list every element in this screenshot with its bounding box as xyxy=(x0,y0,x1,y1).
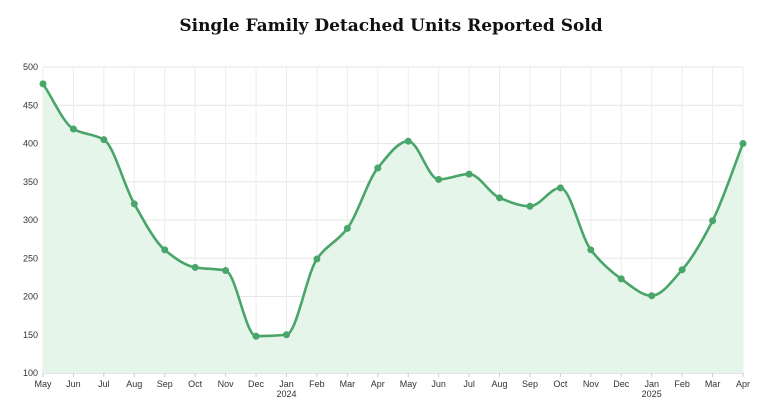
x-tick-label: Apr xyxy=(736,379,750,389)
data-point xyxy=(252,332,260,340)
data-point xyxy=(465,170,473,178)
data-point xyxy=(556,184,564,192)
data-point xyxy=(374,164,382,172)
y-tick-label: 150 xyxy=(23,330,38,340)
x-tick-label: May xyxy=(34,379,52,389)
data-point xyxy=(191,263,199,271)
y-tick-label: 100 xyxy=(23,368,38,378)
y-tick-label: 450 xyxy=(23,100,38,110)
x-tick-label: Jun xyxy=(66,379,81,389)
x-tick-label: Aug xyxy=(492,379,508,389)
data-point xyxy=(282,331,290,339)
data-point xyxy=(587,246,595,254)
x-tick-label: Feb xyxy=(674,379,690,389)
y-tick-label: 250 xyxy=(23,253,38,263)
data-point xyxy=(343,224,351,232)
x-tick-label: Apr xyxy=(371,379,385,389)
data-point xyxy=(526,202,534,210)
data-point xyxy=(648,292,656,300)
data-point xyxy=(313,255,321,263)
data-point xyxy=(404,137,412,145)
y-tick-label: 500 xyxy=(23,62,38,72)
x-tick-label: Dec xyxy=(613,379,630,389)
data-point xyxy=(435,175,443,183)
x-tick-label: Dec xyxy=(248,379,265,389)
data-point xyxy=(39,80,47,88)
y-tick-label: 300 xyxy=(23,215,38,225)
data-point xyxy=(222,266,230,274)
x-tick-label: Jan xyxy=(279,379,294,389)
y-tick-label: 200 xyxy=(23,292,38,302)
x-tick-label: Aug xyxy=(126,379,142,389)
x-tick-label: Mar xyxy=(705,379,721,389)
x-tick-label: May xyxy=(400,379,418,389)
series-area xyxy=(43,83,743,373)
data-point xyxy=(496,194,504,202)
x-tick-label: Oct xyxy=(553,379,568,389)
x-tick-label: Mar xyxy=(340,379,356,389)
data-point xyxy=(130,200,138,208)
x-tick-label: Jun xyxy=(431,379,446,389)
x-year-label: 2024 xyxy=(276,389,296,399)
data-point xyxy=(709,217,717,225)
x-tick-label: Sep xyxy=(522,379,538,389)
y-tick-label: 400 xyxy=(23,139,38,149)
x-tick-label: Jan xyxy=(644,379,659,389)
x-tick-label: Feb xyxy=(309,379,325,389)
chart-title: Single Family Detached Units Reported So… xyxy=(179,16,603,36)
x-tick-label: Oct xyxy=(188,379,203,389)
data-point xyxy=(100,136,108,144)
x-tick-label: Nov xyxy=(218,379,235,389)
x-year-label: 2025 xyxy=(642,389,662,399)
x-tick-label: Jul xyxy=(463,379,475,389)
data-point xyxy=(617,275,625,283)
x-tick-label: Jul xyxy=(98,379,110,389)
x-tick-label: Nov xyxy=(583,379,600,389)
y-tick-label: 350 xyxy=(23,177,38,187)
x-tick-label: Sep xyxy=(157,379,173,389)
data-point xyxy=(161,246,169,254)
data-point xyxy=(678,266,686,274)
data-point xyxy=(739,140,747,147)
data-point xyxy=(69,125,77,133)
